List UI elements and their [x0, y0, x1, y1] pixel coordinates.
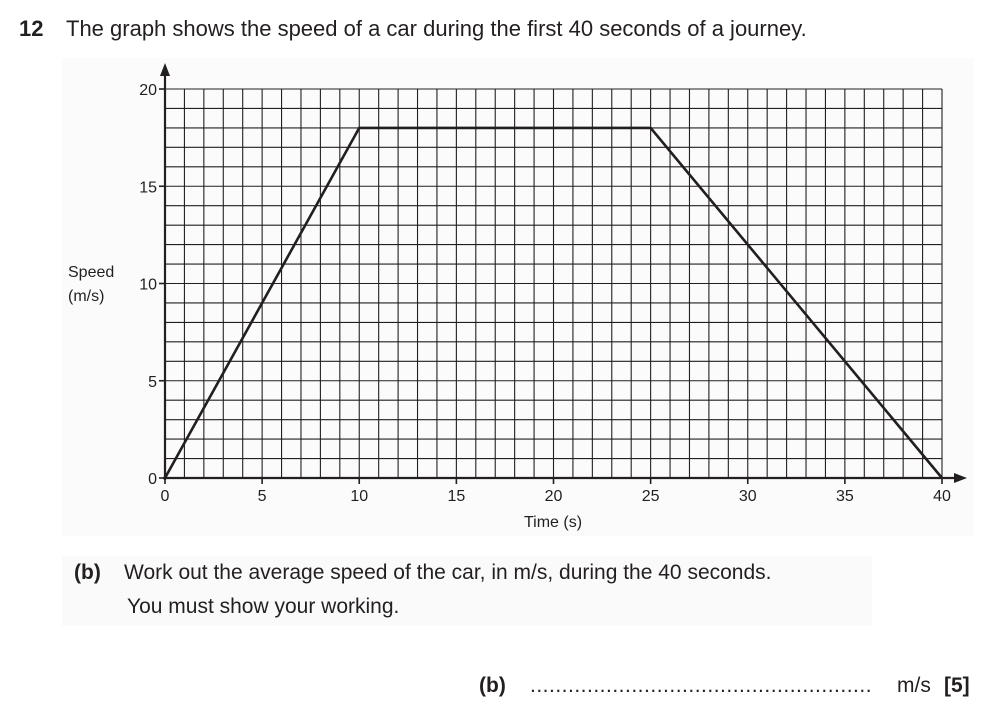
- marks: [5]: [944, 674, 970, 697]
- question-number: 12: [19, 16, 44, 41]
- x-tick-label: 0: [161, 488, 170, 505]
- y-tick-label: 15: [139, 179, 157, 196]
- answer-label: (b): [479, 674, 506, 697]
- answer-unit: m/s: [897, 674, 931, 697]
- x-tick-label: 15: [447, 488, 465, 505]
- axis-ticks: 0 5 10 15 20 25 30 35 40 0 5 10 15 20: [139, 82, 951, 505]
- y-axis-unit: (m/s): [68, 288, 104, 305]
- x-tick-label: 20: [545, 488, 563, 505]
- part-b-label: (b): [74, 561, 101, 584]
- answer-line[interactable]: ........................................…: [530, 674, 873, 697]
- y-tick-label: 5: [148, 374, 157, 391]
- question-text: The graph shows the speed of a car durin…: [66, 16, 807, 41]
- x-tick-label: 30: [739, 488, 757, 505]
- chart-panel: [62, 58, 974, 536]
- x-tick-label: 10: [350, 488, 368, 505]
- x-axis-label: Time (s): [524, 514, 582, 531]
- x-tick-label: 5: [258, 488, 267, 505]
- y-tick-label: 10: [139, 277, 157, 294]
- part-b-question: Work out the average speed of the car, i…: [124, 561, 772, 584]
- y-tick-label: 20: [139, 82, 157, 99]
- axes: [160, 63, 967, 483]
- y-axis-label: Speed: [68, 264, 114, 281]
- x-tick-label: 35: [836, 488, 854, 505]
- x-tick-label: 25: [642, 488, 660, 505]
- grid: [164, 88, 943, 479]
- part-b-panel: [62, 556, 872, 626]
- speed-line: [163, 126, 943, 479]
- part-b-instruction: You must show your working.: [127, 595, 400, 618]
- y-tick-label: 0: [148, 471, 157, 488]
- x-tick-label: 40: [933, 488, 951, 505]
